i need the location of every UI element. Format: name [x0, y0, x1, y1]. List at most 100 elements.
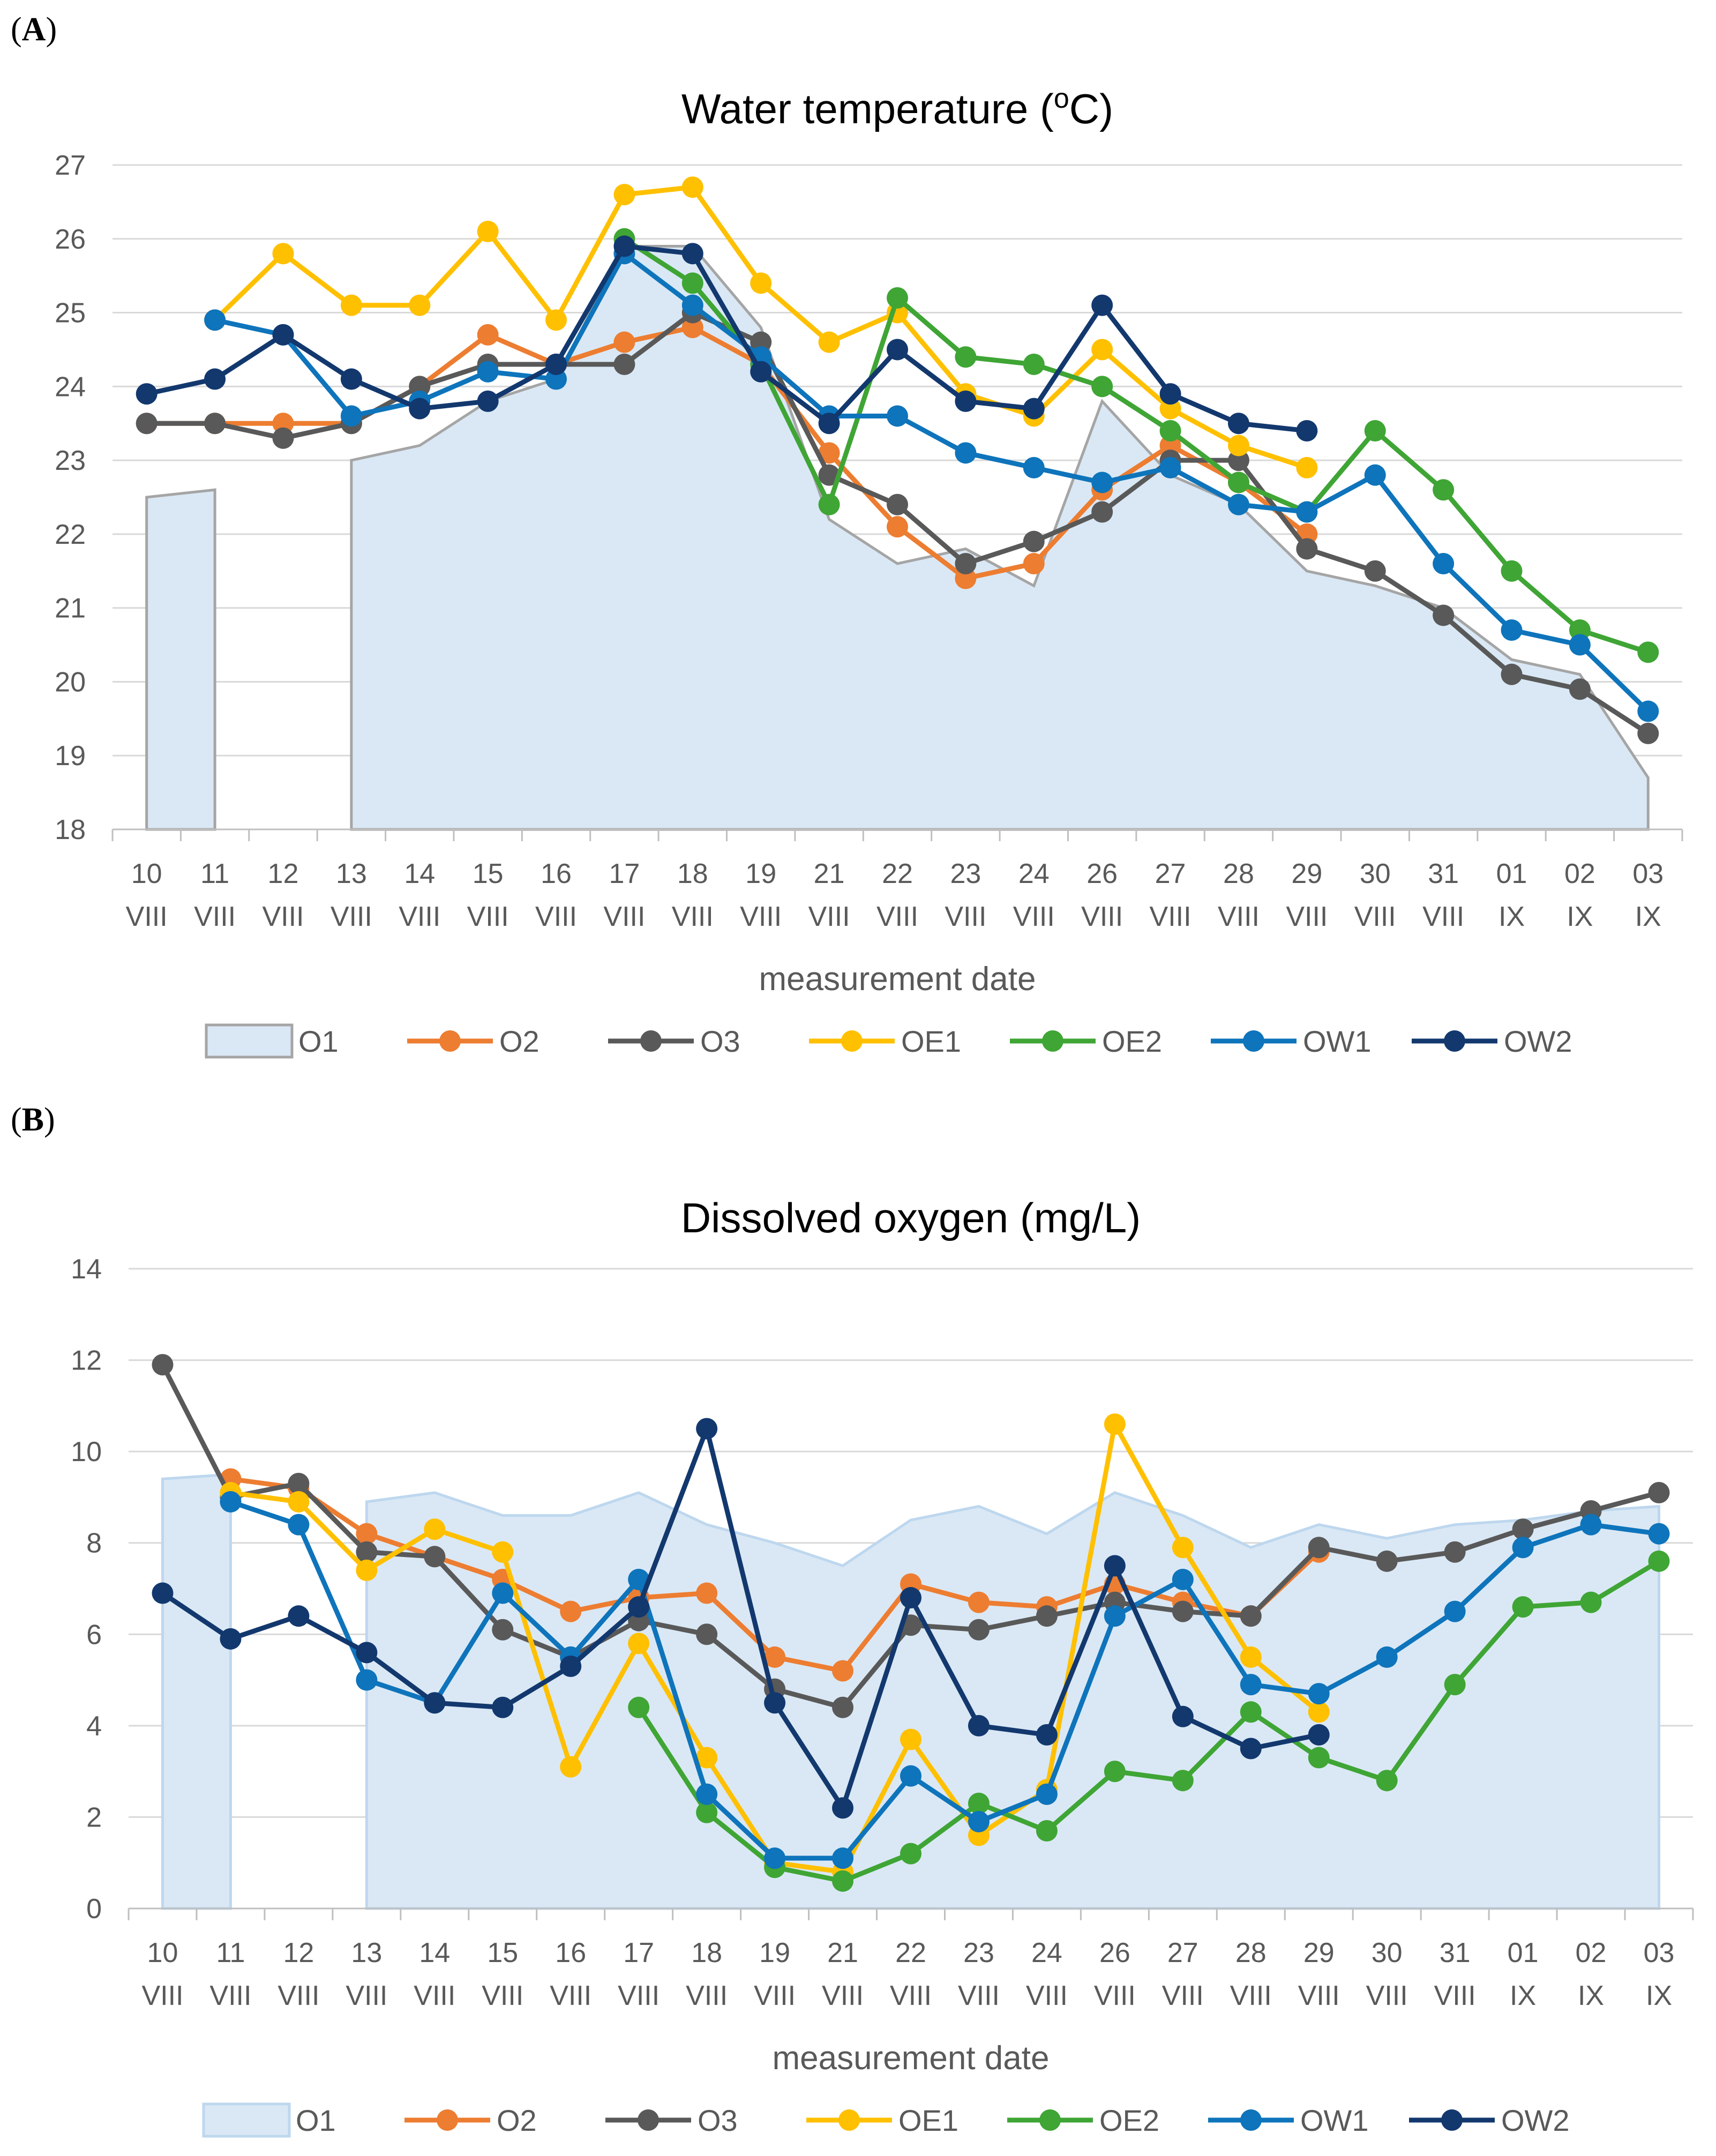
x-tick-label-month: VIII	[672, 901, 714, 932]
data-point-ow2	[887, 339, 908, 361]
panel-b-label: (B)	[11, 1102, 55, 1138]
data-point-ow1	[900, 1765, 921, 1787]
data-point-o2	[818, 442, 840, 464]
data-point-ow1	[1501, 619, 1523, 641]
data-point-ow2	[1036, 1724, 1058, 1746]
data-point-o3	[1501, 663, 1523, 685]
data-point-oe2	[696, 1801, 718, 1823]
data-point-ow2	[220, 1628, 242, 1650]
legend-label-o2: O2	[499, 1024, 539, 1058]
data-point-ow2	[409, 398, 431, 420]
x-axis-title: measurement date	[773, 2040, 1050, 2077]
x-tick-label-month: VIII	[1434, 1980, 1476, 2011]
legend-label-ow1: OW1	[1300, 2103, 1369, 2137]
data-point-o3	[492, 1619, 514, 1641]
series-line-ow1	[230, 1499, 1660, 1861]
x-tick-label-month: VIII	[686, 1980, 728, 2011]
data-point-oe2	[955, 346, 977, 368]
data-point-ow2	[424, 1692, 446, 1714]
data-point-ow1	[545, 368, 567, 390]
x-tick-label-day: 02	[1576, 1937, 1607, 1968]
data-point-o2	[887, 516, 908, 538]
x-tick-label-month: VIII	[1230, 1980, 1272, 2011]
data-point-oe2	[681, 272, 703, 294]
data-point-o3	[1227, 450, 1249, 471]
legend-marker-ow1	[1240, 2109, 1262, 2131]
data-point-ow2	[477, 390, 499, 412]
x-tick-label-day: 15	[473, 858, 504, 889]
y-tick-label: 26	[55, 224, 86, 255]
data-point-o3	[887, 493, 908, 515]
data-point-oe1	[409, 294, 431, 316]
x-tick-label-day: 26	[1099, 1937, 1130, 1968]
data-point-o2	[681, 317, 703, 339]
x-tick-label-month: VIII	[550, 1980, 591, 2011]
y-tick-label: 10	[71, 1436, 102, 1468]
data-point-oe1	[1227, 435, 1249, 456]
x-tick-label-day: 28	[1223, 858, 1254, 889]
x-tick-label-month: VIII	[890, 1980, 932, 2011]
legend-label-ow2: OW2	[1504, 1024, 1572, 1058]
data-point-o3	[1444, 1541, 1466, 1563]
data-point-oe2	[1569, 619, 1591, 641]
data-point-ow1	[356, 1669, 378, 1691]
data-point-ow2	[1091, 294, 1113, 316]
legend-marker-o3	[638, 2109, 659, 2131]
x-tick-label-day: 19	[745, 858, 776, 889]
x-tick-label-day: 15	[487, 1937, 518, 1968]
x-tick-label-day: 16	[555, 1937, 586, 1968]
data-point-ow1	[477, 361, 499, 383]
legend-swatch-o1	[205, 1023, 294, 1059]
data-point-o3	[1308, 1537, 1330, 1559]
data-point-ow2	[545, 354, 567, 375]
x-tick-label-month: VIII	[262, 901, 304, 932]
data-point-oe1	[1172, 1537, 1194, 1559]
data-point-ow1	[696, 1783, 718, 1805]
data-point-o2	[764, 1646, 786, 1668]
data-point-o2	[272, 413, 294, 435]
data-point-o3	[1240, 1605, 1262, 1627]
x-tick-label-day: 03	[1632, 858, 1663, 889]
data-point-oe2	[1036, 1820, 1058, 1842]
data-point-oe2	[818, 493, 840, 515]
data-point-oe2	[1172, 1770, 1194, 1792]
data-point-ow1	[1512, 1537, 1534, 1559]
x-tick-label-month: IX	[1510, 1980, 1536, 2011]
data-point-o3	[356, 1541, 378, 1563]
x-tick-label-day: 10	[131, 858, 162, 889]
legend-marker-ow1	[1243, 1030, 1264, 1052]
x-tick-label-month: VIII	[141, 1980, 183, 2011]
data-point-ow1	[340, 405, 362, 427]
x-tick-label-month: VIII	[467, 901, 509, 932]
data-point-o3	[750, 331, 772, 353]
x-tick-label-month: IX	[1498, 901, 1525, 932]
x-tick-label-day: 29	[1303, 1937, 1335, 1968]
data-point-ow1	[1364, 464, 1386, 486]
data-point-ow2	[696, 1418, 718, 1440]
data-point-ow2	[288, 1605, 310, 1627]
data-point-oe1	[340, 294, 362, 316]
data-point-o3	[152, 1354, 174, 1376]
data-point-o3	[1648, 1481, 1670, 1503]
series-line-ow1	[214, 251, 1650, 713]
x-tick-label-month: VIII	[1354, 901, 1396, 932]
data-point-ow2	[628, 1596, 650, 1618]
data-point-ow1	[1023, 456, 1045, 478]
x-tick-label-month: VIII	[482, 1980, 523, 2011]
data-point-ow2	[492, 1696, 514, 1718]
data-point-oe2	[1227, 471, 1249, 493]
x-tick-label-day: 21	[827, 1937, 858, 1968]
x-tick-label-month: VIII	[126, 901, 168, 932]
data-point-o3	[424, 1546, 446, 1568]
data-point-ow1	[1308, 1683, 1330, 1705]
series-line-oe2	[636, 1559, 1660, 1884]
x-tick-label-month: VIII	[194, 901, 236, 932]
area-o1	[145, 488, 216, 831]
data-point-o2	[356, 1523, 378, 1545]
data-point-oe2	[1648, 1550, 1670, 1572]
data-point-ow2	[750, 361, 772, 383]
data-point-oe2	[1308, 1747, 1330, 1769]
x-tick-label-month: VIII	[1013, 901, 1055, 932]
series-line-oe2	[623, 237, 1649, 655]
data-point-oe2	[968, 1792, 990, 1814]
